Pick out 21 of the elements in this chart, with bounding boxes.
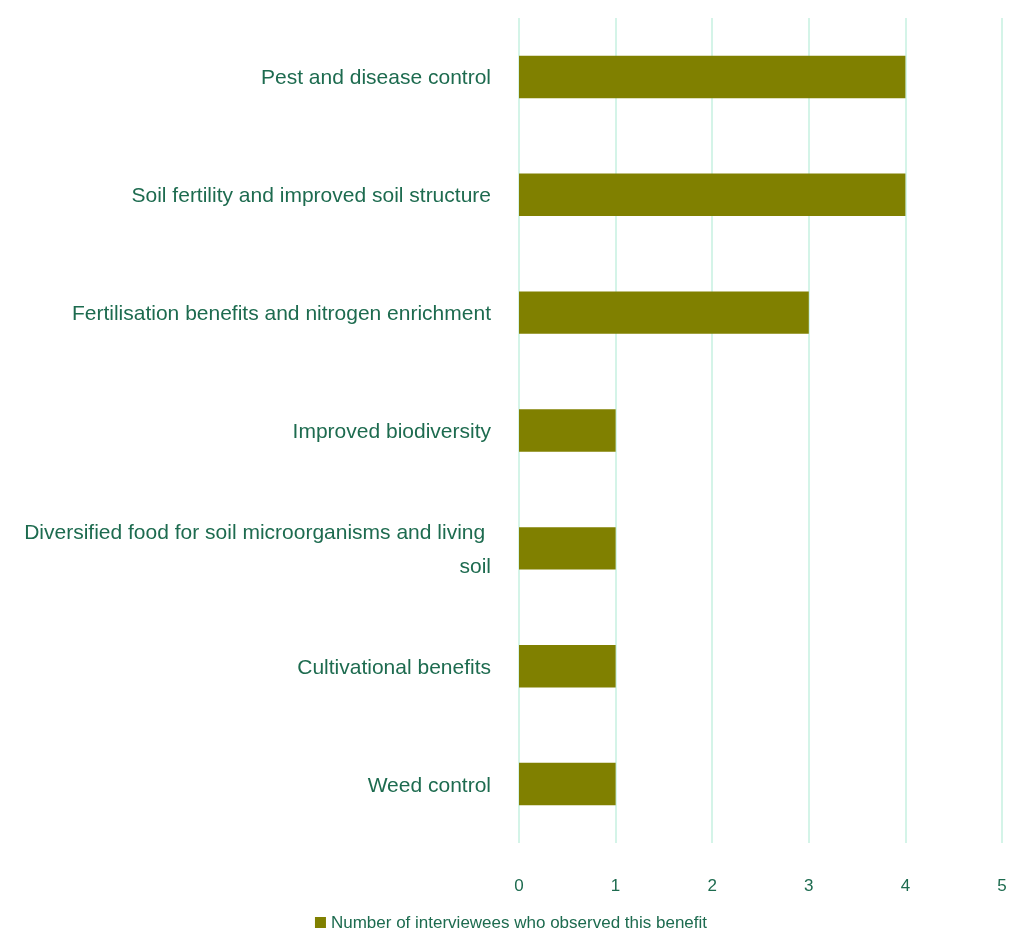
- bar: [519, 645, 616, 688]
- y-tick-label: Weed control: [367, 772, 491, 796]
- y-tick-label: Pest and disease control: [261, 65, 491, 89]
- bar: [519, 55, 906, 99]
- y-tick-label: Soil fertility and improved soil structure: [131, 183, 491, 207]
- x-tick-label: 0: [514, 876, 524, 895]
- bar: [519, 409, 616, 452]
- y-tick-label: Cultivational benefits: [297, 654, 491, 678]
- x-tick-label: 2: [707, 876, 717, 895]
- legend-label: Number of interviewees who observed this benefit: [330, 913, 708, 932]
- y-tick-label: Fertilisation benefits and nitrogen enrichment: [71, 301, 492, 325]
- x-tick-label: 4: [900, 876, 911, 895]
- y-tick-label: Diversified food for soil microorganisms and living soil: [24, 519, 491, 577]
- x-tick-label: 3: [804, 876, 814, 895]
- x-tick-label: 5: [997, 876, 1007, 895]
- y-tick-label: Improved biodiversity: [292, 419, 492, 442]
- bar: [519, 527, 616, 570]
- bar: [519, 762, 616, 806]
- bar: [519, 173, 906, 216]
- x-tick-label: 1: [610, 876, 621, 895]
- bar: [519, 291, 809, 334]
